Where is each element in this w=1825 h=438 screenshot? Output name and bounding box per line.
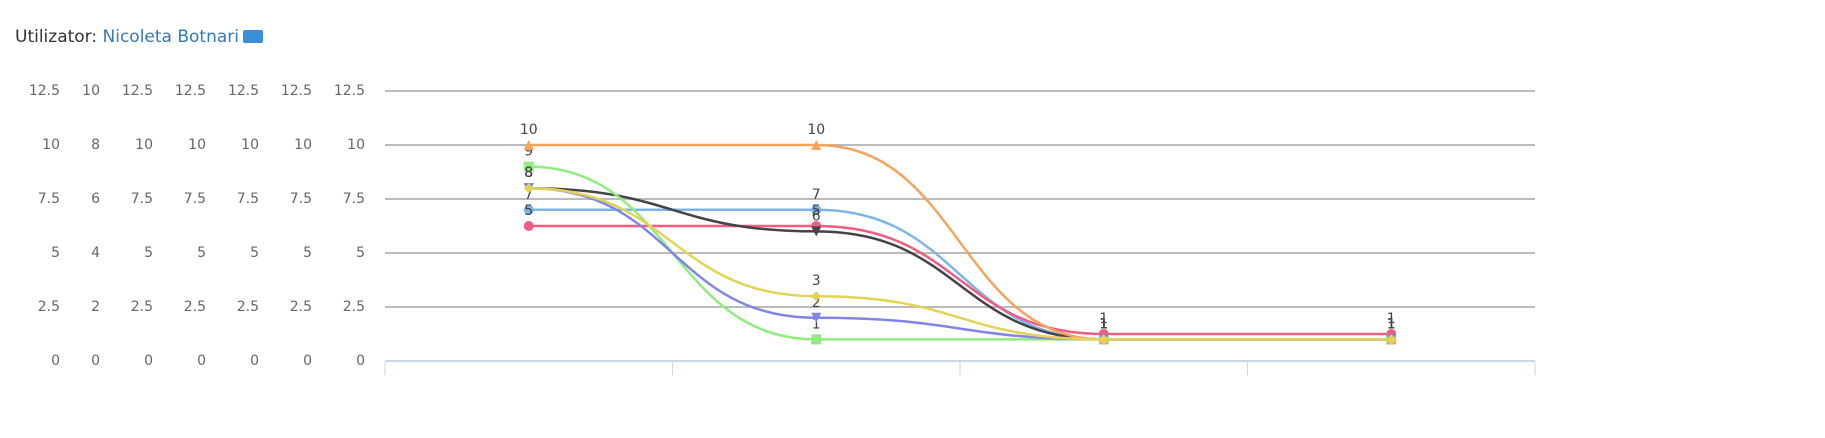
y-tick-label: 5 — [303, 245, 312, 261]
data-label: 1 — [1387, 316, 1396, 332]
y-tick-label: 5 — [356, 245, 365, 261]
user-icon — [243, 30, 264, 43]
marker — [811, 312, 822, 323]
y-tick-label: 2.5 — [184, 299, 206, 315]
data-label: 1 — [1099, 316, 1108, 332]
series-line — [528, 143, 1392, 341]
series-line — [528, 208, 1392, 341]
y-tick-label: 2.5 — [290, 299, 312, 315]
y-tick-label: 0 — [144, 353, 153, 369]
y-tick-label: 7.5 — [343, 191, 365, 207]
data-label: 1 — [1099, 316, 1108, 332]
y-tick-label: 2.5 — [343, 299, 365, 315]
marker — [1386, 334, 1397, 345]
data-label: 10 — [520, 122, 538, 138]
data-label: 6 — [812, 208, 821, 224]
y-tick-label: 12.5 — [122, 83, 153, 99]
data-label: 1 — [1387, 316, 1396, 332]
y-tick-label: 12.5 — [334, 83, 365, 99]
data-label: 1 — [1387, 316, 1396, 332]
data-label: 8 — [524, 165, 533, 181]
data-label: 1 — [1387, 316, 1396, 332]
marker — [523, 140, 534, 150]
data-label: 1 — [812, 316, 821, 332]
data-label: 1 — [1099, 316, 1108, 332]
data-label: 3 — [812, 273, 821, 289]
y-tick-label: 10 — [241, 137, 259, 153]
data-label: 1 — [1099, 311, 1108, 327]
data-label: 5 — [812, 203, 821, 219]
data-label: 1 — [1387, 311, 1396, 327]
y-tick-label: 0 — [51, 353, 60, 369]
data-label: 10 — [807, 122, 825, 138]
y-tick-label: 0 — [197, 353, 206, 369]
y-tick-label: 4 — [91, 245, 100, 261]
y-tick-label: 5 — [250, 245, 259, 261]
y-tick-label: 2.5 — [237, 299, 259, 315]
y-tick-label: 12.5 — [281, 83, 312, 99]
marker — [811, 226, 822, 237]
data-label: 1 — [1387, 316, 1396, 332]
y-tick-label: 10 — [347, 137, 365, 153]
y-tick-label: 7.5 — [184, 191, 206, 207]
y-tick-label: 12.5 — [175, 83, 206, 99]
chart: 02.557.51012.5024681002.557.51012.502.55… — [29, 83, 1536, 375]
y-tick-label: 0 — [91, 353, 100, 369]
series-line — [528, 186, 1392, 341]
y-tick-label: 8 — [91, 137, 100, 153]
marker — [523, 204, 534, 215]
data-label: 1 — [1099, 316, 1108, 332]
data-label: 7 — [524, 187, 533, 203]
data-label: 8 — [524, 165, 533, 181]
marker — [1098, 334, 1109, 345]
y-tick-label: 7.5 — [38, 191, 60, 207]
y-tick-label: 7.5 — [131, 191, 153, 207]
marker — [523, 221, 534, 231]
y-tick-label: 10 — [82, 83, 100, 99]
data-label: 9 — [524, 144, 533, 160]
y-tick-label: 2 — [91, 299, 100, 315]
y-tick-label: 5 — [197, 245, 206, 261]
y-tick-label: 0 — [356, 353, 365, 369]
data-label: 5 — [524, 203, 533, 219]
marker — [523, 183, 534, 194]
data-label: 8 — [524, 165, 533, 181]
y-tick-label: 7.5 — [237, 191, 259, 207]
user-header: Utilizator: Nicoleta Botnari — [15, 27, 264, 47]
y-tick-label: 0 — [303, 353, 312, 369]
y-tick-label: 5 — [144, 245, 153, 261]
y-tick-label: 12.5 — [29, 83, 60, 99]
y-tick-label: 0 — [250, 353, 259, 369]
marker — [811, 204, 822, 215]
y-tick-label: 7.5 — [290, 191, 312, 207]
y-tick-label: 5 — [51, 245, 60, 261]
marker — [811, 140, 822, 150]
series-line — [528, 224, 1392, 336]
marker — [523, 161, 534, 172]
y-tick-label: 12.5 — [228, 83, 259, 99]
data-label: 7 — [812, 187, 821, 203]
data-label: 1 — [1099, 316, 1108, 332]
y-tick-label: 6 — [91, 191, 100, 207]
marker — [811, 291, 822, 302]
user-link[interactable]: Nicoleta Botnari — [102, 27, 240, 47]
user-label: Utilizator: — [15, 27, 98, 47]
y-tick-label: 10 — [135, 137, 153, 153]
data-label: 1 — [1387, 316, 1396, 332]
data-label: 1 — [1099, 316, 1108, 332]
y-tick-label: 2.5 — [38, 299, 60, 315]
y-tick-label: 10 — [42, 137, 60, 153]
y-tick-label: 10 — [188, 137, 206, 153]
y-tick-label: 2.5 — [131, 299, 153, 315]
marker — [811, 334, 822, 345]
data-label: 2 — [812, 295, 821, 311]
y-tick-label: 10 — [294, 137, 312, 153]
